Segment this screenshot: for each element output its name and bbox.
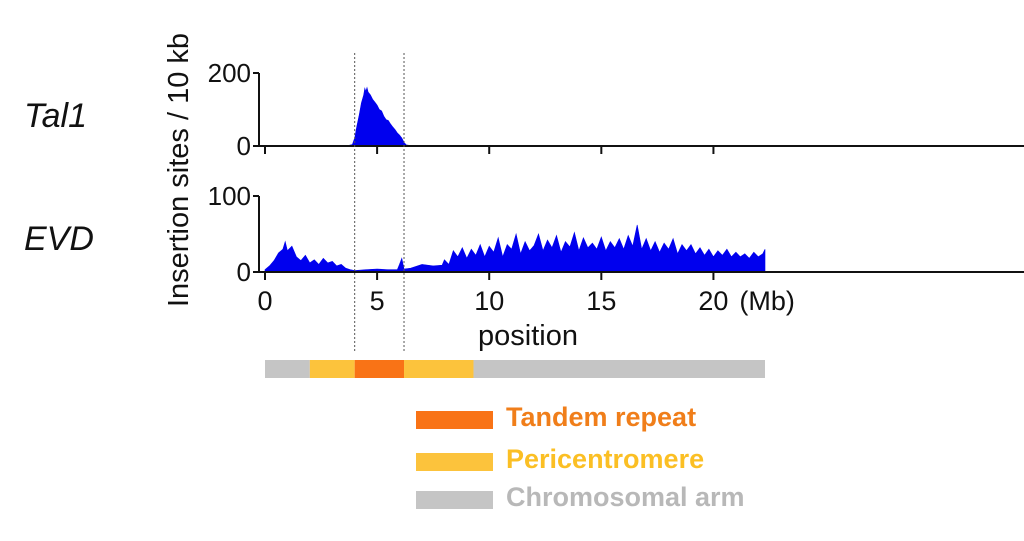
legend-label-tandem: Tandem repeat	[506, 402, 697, 432]
chromosome-segment-arm-4	[473, 360, 765, 378]
chromosome-segment-arm-0	[265, 360, 310, 378]
legend-swatch-peri	[416, 453, 493, 471]
panel-label-evd: EVD	[24, 220, 94, 258]
legend-swatch-arm	[416, 491, 493, 509]
chromosome-segment-peri-3	[404, 360, 474, 378]
y-tick-label-evd-1: 100	[208, 181, 251, 211]
panel-label-tal1: Tal1	[24, 97, 87, 135]
y-axis-label: Insertion sites / 10 kb	[163, 33, 195, 307]
y-tick-label-tal1-0: 0	[237, 131, 251, 161]
x-axis-unit: (Mb)	[739, 286, 795, 316]
x-axis-label: position	[478, 320, 578, 352]
series-area-tal1	[264, 86, 766, 147]
chromosome-segment-peri-1	[309, 360, 355, 378]
x-tick-label-4: 20	[698, 286, 728, 316]
legend-label-peri: Pericentromere	[506, 444, 705, 474]
x-tick-label-2: 10	[474, 286, 504, 316]
legend-swatch-tandem	[416, 411, 493, 429]
x-tick-label-3: 15	[586, 286, 616, 316]
legend-label-arm: Chromosomal arm	[506, 482, 745, 512]
x-tick-label-1: 5	[370, 286, 385, 316]
x-tick-label-0: 0	[257, 286, 272, 316]
chromosome-segment-tandem-2	[354, 360, 405, 378]
y-tick-label-tal1-1: 200	[208, 58, 251, 88]
y-tick-label-evd-0: 0	[237, 257, 251, 287]
series-area-evd	[264, 224, 766, 273]
